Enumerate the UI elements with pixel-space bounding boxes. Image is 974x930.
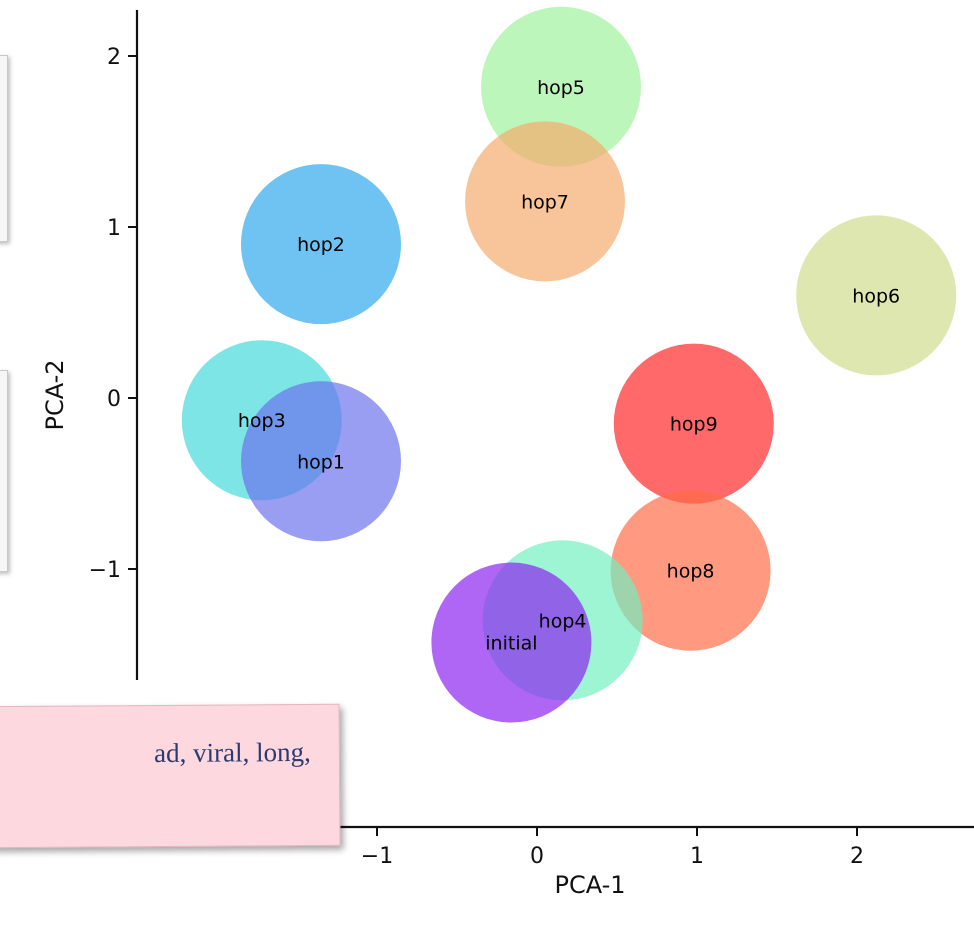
y-tick-label-0: −1 — [89, 558, 121, 583]
x-axis-label: PCA-1 — [554, 871, 625, 899]
bubble-label-initial: initial — [485, 633, 537, 655]
bubble-label-hop6: hop6 — [852, 285, 900, 307]
x-tick-label-0: −1 — [361, 844, 393, 869]
bubble-hop9 — [613, 343, 774, 504]
bubble-hop1 — [241, 381, 401, 542]
bubble-label-hop4: hop4 — [539, 610, 587, 632]
left-panel-box-bottom — [0, 370, 8, 572]
x-tick-label-3: 2 — [850, 844, 864, 869]
bubble-label-hop5: hop5 — [537, 77, 585, 99]
sticky-note-line-2: rd — [0, 769, 311, 805]
bubble-label-hop3: hop3 — [238, 410, 286, 432]
bubble-label-hop2: hop2 — [297, 234, 345, 256]
bubble-hop8 — [610, 490, 771, 651]
left-panel-box-top — [0, 55, 8, 242]
bubble-layer: hop5 hop7 hop2 hop6 hop3 hop1 hop9 hop8 hop4init… — [181, 6, 957, 723]
bubble-label-hop1: hop1 — [297, 451, 345, 473]
bubble-hop6 — [796, 215, 957, 376]
bubble-hop2 — [241, 164, 401, 325]
y-tick-label-1: 0 — [107, 387, 121, 412]
y-axis-label: PCA-2 — [41, 359, 69, 430]
sticky-note-line-1: ad, viral, long, — [154, 736, 311, 769]
sticky-note: ad, viral, long, rd — [0, 703, 341, 849]
sticky-note-text: ad, viral, long, rd — [0, 735, 311, 805]
bubble-label-hop9: hop9 — [670, 414, 718, 436]
y-tick-label-2: 1 — [107, 216, 121, 241]
bubble-initial — [431, 562, 592, 723]
bubble-hop7 — [465, 121, 625, 282]
bubble-label-hop8: hop8 — [667, 561, 715, 583]
x-tick-label-1: 0 — [530, 844, 544, 869]
x-tick-label-2: 1 — [690, 844, 704, 869]
axes-layer: −1 0 1 2 −1 0 1 2 — [89, 10, 974, 869]
y-tick-label-3: 2 — [107, 45, 121, 70]
bubble-label-hop7: hop7 — [521, 191, 569, 213]
